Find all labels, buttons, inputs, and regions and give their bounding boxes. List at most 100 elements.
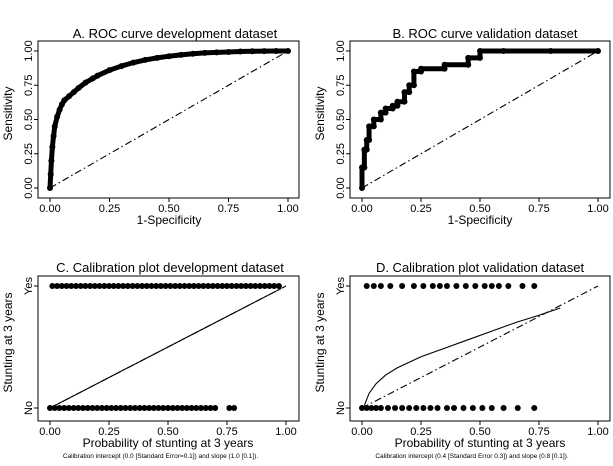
outcome-point-yes: [488, 283, 495, 289]
roc-point: [361, 164, 368, 171]
roc-point: [189, 50, 196, 57]
outcome-point-no: [479, 405, 486, 411]
outcome-point-no: [146, 405, 153, 411]
outcome-point-yes: [387, 283, 394, 289]
y-tick-label: 1.00: [335, 40, 347, 61]
x-tick-label: 0.00: [39, 426, 60, 438]
outcome-point-no: [373, 405, 380, 411]
calibration-line: [363, 307, 561, 406]
outcome-point-yes: [495, 283, 502, 289]
outcome-point-no: [377, 405, 384, 411]
x-tick-label: 0.00: [351, 203, 372, 215]
y-axis-label: Sensitivity: [313, 86, 327, 140]
roc-point: [201, 49, 208, 56]
outcome-point-no: [127, 405, 134, 411]
y-axis-label: Sensitivity: [1, 86, 15, 140]
x-tick-label: 0.50: [158, 203, 179, 215]
outcome-point-no: [427, 405, 434, 411]
y-tick-label: 0.25: [23, 143, 35, 164]
outcome-point-no: [488, 405, 495, 411]
roc-point: [377, 116, 384, 123]
outcome-point-yes: [453, 283, 460, 289]
outcome-point-no: [117, 405, 124, 411]
reference-line: [361, 285, 599, 409]
outcome-point-no: [226, 405, 233, 411]
outcome-point-no: [212, 405, 219, 411]
outcome-point-yes: [531, 283, 538, 289]
roc-point: [363, 146, 370, 153]
y-tick-label: Yes: [335, 277, 347, 295]
outcome-point-no: [98, 405, 105, 411]
roc-point: [382, 109, 389, 116]
outcome-point-no: [84, 405, 91, 411]
outcome-point-yes: [429, 283, 436, 289]
outcome-point-yes: [68, 283, 75, 289]
outcome-point-no: [136, 405, 143, 411]
x-tick-label: 1.00: [587, 426, 608, 438]
chart-panel-d: D. Calibration plot validation dataset 0.…: [313, 260, 611, 460]
x-tick-label: 0.25: [410, 426, 431, 438]
roc-point: [66, 93, 73, 100]
roc-point: [249, 48, 256, 55]
plot-frame: [37, 275, 300, 422]
outcome-point-no: [514, 405, 521, 411]
y-tick-label: 0.50: [23, 109, 35, 130]
y-axis-label: Stunting at 3 years: [313, 292, 327, 392]
outcome-point-no: [193, 405, 200, 411]
outcome-point-yes: [261, 283, 268, 289]
roc-point: [261, 48, 268, 55]
outcome-point-yes: [275, 283, 282, 289]
outcome-point-yes: [143, 283, 150, 289]
roc-point: [94, 72, 101, 79]
roc-point: [406, 82, 413, 89]
x-tick-label: 0.25: [99, 203, 120, 215]
outcome-point-yes: [49, 283, 56, 289]
roc-point: [285, 48, 291, 54]
outcome-point-yes: [124, 283, 131, 289]
y-tick-label: 0.75: [23, 75, 35, 96]
outcome-point-no: [108, 405, 115, 411]
roc-point: [54, 113, 61, 120]
outcome-point-no: [531, 405, 538, 411]
roc-point: [56, 106, 63, 113]
y-tick-label: 0.50: [335, 109, 347, 130]
chart-panel-b: B. ROC curve validation dataset 0.00 0.25 0…: [313, 26, 611, 227]
roc-point: [237, 48, 244, 55]
outcome-point-yes: [148, 283, 155, 289]
outcome-point-yes: [110, 283, 117, 289]
roc-point: [401, 89, 408, 96]
outcome-point-yes: [242, 283, 249, 289]
x-tick-label: 0.00: [351, 426, 372, 438]
outcome-point-no: [392, 405, 399, 411]
chart-title: D. Calibration plot validation dataset: [376, 260, 585, 275]
outcome-point-no: [80, 405, 87, 411]
outcome-point-no: [451, 405, 458, 411]
y-tick-label: No: [23, 401, 35, 415]
roc-point: [48, 157, 55, 164]
y-tick-label: 0.00: [23, 177, 35, 198]
outcome-point-yes: [87, 283, 94, 289]
y-tick-label: No: [335, 401, 347, 415]
chart-panel-a: A. ROC curve development dataset 0.00 0.25…: [1, 26, 300, 227]
x-tick-label: 0.75: [528, 203, 549, 215]
outcome-point-no: [165, 405, 171, 411]
outcome-point-no: [420, 405, 427, 411]
outcome-point-yes: [190, 283, 197, 289]
outcome-point-yes: [233, 283, 240, 289]
calibration-note: Calibration intercept (0.0 [Standard Err…: [63, 453, 258, 460]
outcome-point-yes: [120, 283, 127, 289]
roc-point: [75, 84, 82, 91]
y-tick-label: 0.25: [335, 143, 347, 164]
outcome-point-no: [188, 405, 195, 411]
y-tick-label: Yes: [23, 277, 35, 295]
outcome-point-no: [89, 405, 96, 411]
roc-point: [418, 65, 424, 72]
roc-point: [465, 54, 472, 61]
roc-point: [477, 48, 483, 54]
outcome-point-yes: [224, 283, 230, 289]
y-tick-label: 1.00: [23, 40, 35, 61]
outcome-point-no: [160, 405, 167, 411]
outcome-point-no: [169, 405, 176, 411]
roc-point: [441, 61, 448, 68]
roc-point: [118, 63, 125, 70]
